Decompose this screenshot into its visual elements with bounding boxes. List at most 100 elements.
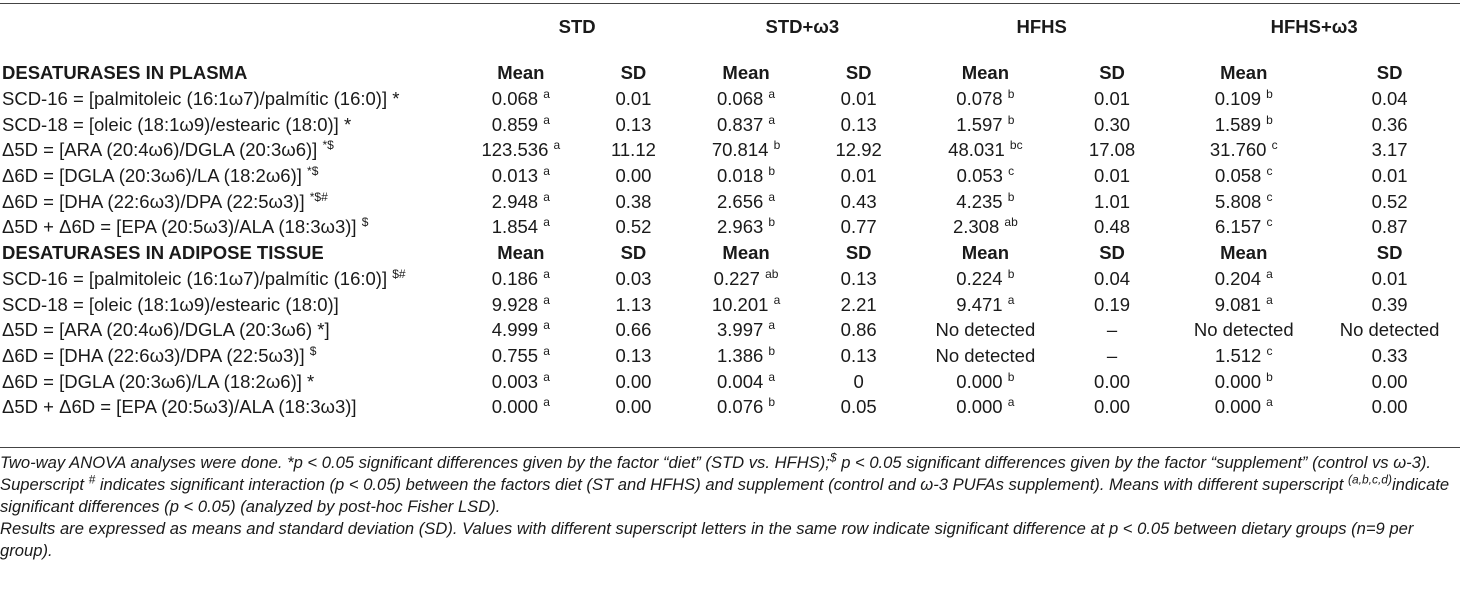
cell-value: 123.536	[481, 139, 549, 161]
sd-cell: 0.00	[577, 395, 690, 421]
cell-value: 1.512	[1215, 345, 1262, 367]
row-label-cell: Δ5D + Δ6D = [EPA (20:5ω3)/ALA (18:3ω3)]	[0, 395, 465, 421]
section-header-row: DESATURASES IN PLASMA Mean SD Mean SD Mean SD M…	[0, 60, 1460, 86]
sd-cell: 0.87	[1319, 214, 1460, 240]
mean-cell: 0.224 b	[915, 266, 1056, 292]
significance-letter: a	[1266, 266, 1273, 281]
cell-value: No detected	[935, 345, 1036, 367]
row-label-cell: SCD-16 = [palmitoleic (16:1ω7)/palmític …	[0, 86, 465, 112]
cell-value: 4.235	[956, 190, 1003, 212]
table-row: Δ6D = [DHA (22:6ω3)/DPA (22:5ω3)] *$# 2.9…	[0, 189, 1460, 215]
significance-letter: a	[543, 189, 550, 204]
cell-value: 0	[853, 370, 864, 392]
cell-value: 2.656	[716, 190, 764, 212]
cell-value: 9.928	[491, 293, 539, 315]
section-header-row: DESATURASES IN ADIPOSE TISSUE Mean SD Mean S…	[0, 240, 1460, 266]
sd-header: SD	[620, 242, 647, 264]
row-significance-sup: *$	[307, 163, 319, 178]
sd-cell: 0.48	[1056, 214, 1169, 240]
group-header-std: STD	[558, 16, 596, 37]
cell-value: 1.01	[1094, 190, 1131, 212]
mean-cell: 0.000 a	[1168, 395, 1319, 421]
cell-value: 0.859	[491, 113, 539, 135]
sd-cell: 0.52	[577, 214, 690, 240]
sd-cell: 0.01	[1056, 163, 1169, 189]
cell-value: 0.13	[840, 113, 877, 135]
cell-value: 3.17	[1371, 139, 1408, 161]
cell-value: 0.04	[1094, 267, 1131, 289]
significance-letter: b	[1266, 369, 1273, 384]
cell-value: 0.01	[615, 87, 652, 109]
top-rule	[0, 3, 1460, 4]
row-label: Δ6D = [DGLA (20:3ω6)/LA (18:2ω6)]	[2, 164, 302, 186]
sd-cell: 1.13	[577, 292, 690, 318]
sd-cell: 0.13	[802, 343, 915, 369]
significance-letter: a	[543, 266, 550, 281]
cell-value: 0.204	[1214, 267, 1261, 289]
row-significance-mark: *	[392, 87, 400, 109]
mean-cell: 0.000 a	[915, 395, 1056, 421]
mean-cell: 0.003 a	[465, 369, 578, 395]
significance-letter: a	[1007, 292, 1015, 307]
cell-value: 0.00	[615, 370, 652, 392]
sd-cell: 0.13	[802, 112, 915, 138]
sd-cell: 0.00	[1056, 395, 1169, 421]
mean-cell: 0.000 b	[1168, 369, 1319, 395]
footnote-text-part1: Two-way ANOVA analyses were done. *p < 0…	[0, 453, 830, 472]
sd-cell: 0.01	[802, 163, 915, 189]
sd-cell: 0.03	[577, 266, 690, 292]
cell-value: 0.38	[615, 190, 652, 212]
corner-cell	[0, 12, 465, 42]
mean-cell: 0.076 b	[690, 395, 803, 421]
cell-value: 17.08	[1088, 139, 1136, 161]
table-row: SCD-16 = [palmitoleic (16:1ω7)/palmític …	[0, 266, 1460, 292]
cell-value: 0.224	[956, 267, 1003, 289]
footnote-text-part4: indicate significant differences (p < 0.…	[0, 475, 1450, 516]
cell-value: 0.837	[716, 113, 764, 135]
sd-cell: 11.12	[577, 137, 690, 163]
mean-header: Mean	[961, 62, 1010, 83]
cell-value: 0.48	[1094, 216, 1131, 238]
row-significance-sup: $	[309, 343, 317, 358]
table-row: SCD-16 = [palmitoleic (16:1ω7)/palmític …	[0, 86, 1460, 112]
mean-cell: 0.109 b	[1168, 86, 1319, 112]
significance-letter: a	[543, 343, 550, 358]
cell-value: 0.86	[840, 319, 877, 341]
significance-letter: a	[773, 292, 781, 307]
row-significance-mark: *	[307, 370, 315, 392]
sd-cell: 0.05	[802, 395, 915, 421]
cell-value: 2.948	[491, 190, 539, 212]
mean-cell: 0.068 a	[690, 86, 803, 112]
row-label: Δ6D = [DHA (22:6ω3)/DPA (22:5ω3)]	[2, 190, 305, 212]
mean-cell: 0.204 a	[1168, 266, 1319, 292]
cell-value: –	[1106, 345, 1118, 367]
cell-value: 0.01	[840, 87, 877, 109]
sd-header: SD	[1376, 242, 1403, 264]
significance-letter: a	[768, 318, 776, 333]
significance-letter: a	[543, 163, 550, 178]
sd-cell: 0.13	[802, 266, 915, 292]
sd-cell: 1.01	[1056, 189, 1169, 215]
cell-value: 70.814	[711, 139, 769, 161]
mean-cell: 123.536 a	[465, 137, 578, 163]
sd-cell: 0.00	[1319, 395, 1460, 421]
sd-cell: 0.36	[1319, 112, 1460, 138]
significance-letter: c	[1266, 343, 1273, 358]
cell-value: 0.52	[1371, 190, 1408, 212]
cell-value: 0.77	[840, 216, 877, 238]
mean-cell: 2.308 ab	[915, 214, 1056, 240]
mean-cell: 9.471 a	[915, 292, 1056, 318]
group-header-row: STD STD+ω3 HFHS HFHS+ω3	[0, 12, 1460, 42]
significance-letter: c	[1266, 215, 1273, 230]
significance-letter: b	[1007, 266, 1015, 281]
mean-cell: 0.018 b	[690, 163, 803, 189]
row-label-cell: SCD-18 = [oleic (18:1ω9)/estearic (18:0)…	[0, 112, 465, 138]
cell-value: 0.00	[1094, 396, 1131, 418]
significance-letter: c	[1266, 189, 1273, 204]
row-significance-sup: $	[361, 215, 369, 230]
cell-value: 0.30	[1094, 113, 1131, 135]
mean-cell: 9.928 a	[465, 292, 578, 318]
sd-header: SD	[845, 62, 872, 83]
section-title: DESATURASES IN ADIPOSE TISSUE	[2, 242, 324, 264]
